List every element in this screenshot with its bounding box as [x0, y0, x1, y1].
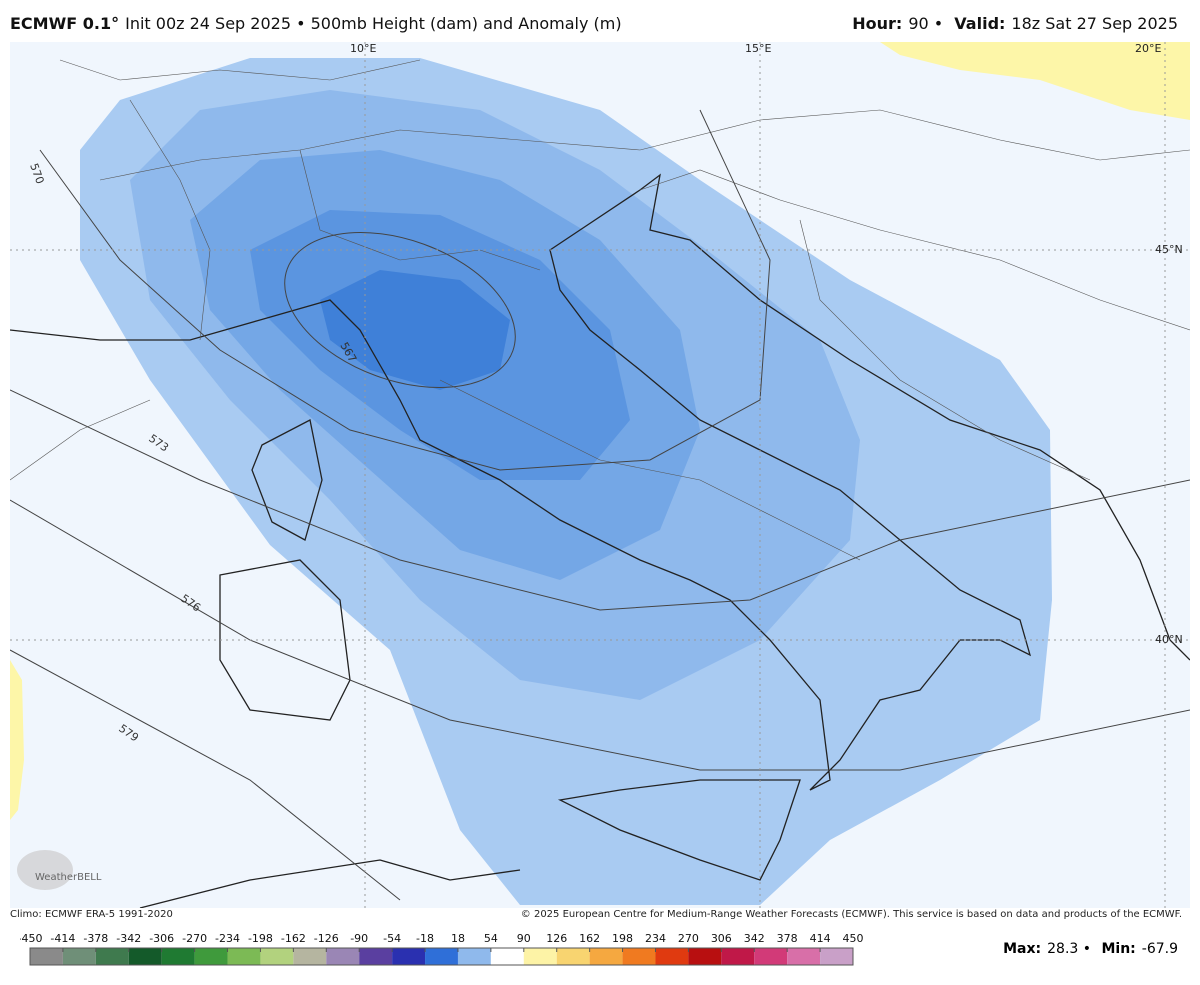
color-segment — [820, 948, 853, 965]
latitude-label: 40°N — [1155, 633, 1183, 646]
colorbar-tick-label: 414 — [810, 932, 831, 945]
positive-anomaly — [10, 660, 24, 820]
climo-note: Climo: ECMWF ERA-5 1991-2020 — [10, 909, 173, 920]
colorbar-tick-label: -126 — [314, 932, 339, 945]
colorbar-tick-label: -450 — [20, 932, 42, 945]
header-left: ECMWF 0.1° Init 00z 24 Sep 2025 • 500mb H… — [10, 14, 622, 33]
colorbar-tick-label: 54 — [484, 932, 498, 945]
valid: 18z Sat 27 Sep 2025 — [1011, 14, 1178, 33]
color-segment — [622, 948, 656, 965]
color-segment — [655, 948, 689, 965]
colorbar-tick-label: -54 — [383, 932, 401, 945]
color-segment — [227, 948, 261, 965]
color-segment — [787, 948, 821, 965]
colorbar-tick-label: 378 — [777, 932, 798, 945]
min: -67.9 — [1141, 941, 1178, 957]
height-contours — [10, 109, 1190, 901]
hour-label: Hour: — [852, 14, 903, 33]
borders — [10, 59, 1190, 561]
svg-text:WeatherBELL: WeatherBELL — [35, 872, 102, 883]
color-segment — [721, 948, 755, 965]
color-segment — [194, 948, 228, 965]
colorbar-tick-label: -18 — [416, 932, 434, 945]
color-segment — [161, 948, 195, 965]
color-segment — [425, 948, 458, 965]
description: Init 00z 24 Sep 2025 • 500mb Height (dam… — [125, 14, 622, 33]
colorbar-tick-label: 270 — [678, 932, 699, 945]
colorbar-tick-label: -414 — [50, 932, 75, 945]
colorbar-tick-label: 90 — [517, 932, 531, 945]
colorbar-tick-label: -378 — [83, 932, 108, 945]
colorbar-tick-label: 234 — [645, 932, 666, 945]
color-segment — [260, 948, 294, 965]
color-segment — [490, 948, 524, 965]
color-segment — [589, 948, 623, 965]
color-segment — [392, 948, 426, 965]
color-segment — [754, 948, 788, 965]
colorbar-tick-label: 18 — [451, 932, 465, 945]
colorbar-tick-label: 306 — [711, 932, 732, 945]
color-segment — [62, 948, 96, 965]
color-segment — [293, 948, 327, 965]
max: 28.3 • — [1047, 941, 1092, 957]
latitude-label: 45°N — [1155, 243, 1183, 256]
valid-label: Valid: — [954, 14, 1006, 33]
colorbar-tick-label: -342 — [116, 932, 141, 945]
graticule — [10, 42, 1190, 908]
min-label: Min: — [1101, 941, 1136, 957]
longitude-label: 10°E — [350, 42, 376, 55]
positive-anomaly — [880, 42, 1190, 120]
color-segment — [95, 948, 129, 965]
header-right: Hour: 90 • Valid: 18z Sat 27 Sep 2025 — [852, 14, 1178, 33]
model: ECMWF 0.1° — [10, 14, 120, 33]
coastlines — [10, 173, 1190, 908]
colorbar-tick-label: 198 — [612, 932, 633, 945]
colorbar-tick-label: 342 — [744, 932, 765, 945]
max-label: Max: — [1003, 941, 1042, 957]
colorbar-tick-label: -270 — [182, 932, 207, 945]
color-segment — [30, 948, 63, 965]
colorbar-tick-label: 162 — [579, 932, 600, 945]
colorbar-frame — [29, 947, 854, 966]
map: 10°E 15°E 20°E 45°N 40°N 567 570 573 576… — [10, 42, 1190, 908]
colorbar-tick-label: -162 — [281, 932, 306, 945]
anomaly-shade — [320, 270, 510, 390]
colorbar-tick-label: -198 — [248, 932, 273, 945]
color-segment — [457, 948, 491, 965]
color-segment — [326, 948, 360, 965]
longitude-label: 15°E — [745, 42, 771, 55]
logo: WeatherBELL — [17, 850, 102, 890]
color-segment — [523, 948, 557, 965]
color-segment — [688, 948, 722, 965]
hour: 90 • — [908, 14, 944, 33]
colorbar: -450 -414 -378 -342 -306 -270 -234 -198 -162 -126… — [20, 932, 864, 966]
stats: Max: 28.3 • Min: -67.9 — [1003, 941, 1178, 957]
color-segment — [556, 948, 590, 965]
colorbar-tick-label: 450 — [843, 932, 864, 945]
colorbar-tick-label: 126 — [546, 932, 567, 945]
colorbar-tick-label: -306 — [149, 932, 174, 945]
copyright: © 2025 European Centre for Medium-Range … — [520, 909, 1182, 920]
colorbar-tick-label: -234 — [215, 932, 240, 945]
color-segment — [128, 948, 162, 965]
color-segment — [359, 948, 393, 965]
colorbar-tick-label: -90 — [350, 932, 368, 945]
longitude-label: 20°E — [1135, 42, 1161, 55]
